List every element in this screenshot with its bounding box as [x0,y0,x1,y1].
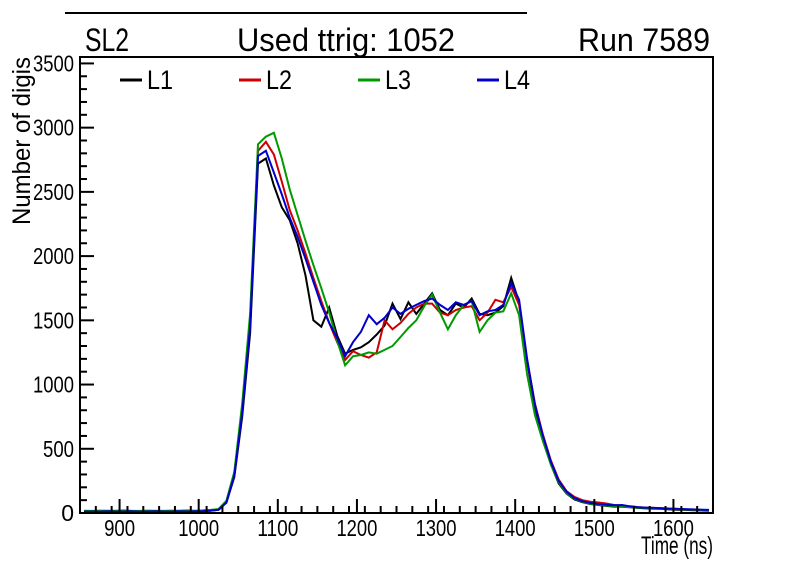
plot-frame [79,56,714,514]
series-line-L2 [83,140,710,513]
x-tick-label: 1500 [574,515,615,541]
y-tick-label: 2000 [33,243,74,269]
x-tick-label: 1300 [416,515,457,541]
y-tick-label: 500 [43,436,74,462]
legend-label-L2: L2 [266,65,292,95]
y-axis-title: Number of digis [8,57,36,225]
x-axis-title: Time (ns) [641,532,713,560]
pad-title-left: SL2 [85,22,129,58]
legend: L1 L2 L3 L4 [120,65,530,95]
y-tick-label: 2500 [33,179,74,205]
series-line-L3 [83,131,710,512]
legend-label-L1: L1 [147,65,173,95]
x-tick-label: 1600 [653,515,694,541]
x-tick-label: 1200 [336,515,377,541]
y-tick-label: 3500 [33,50,74,76]
y-tick-label: 0 [61,500,74,526]
y-tick-label: 1500 [33,307,74,333]
legend-item-L4: L4 [477,65,530,95]
legend-label-L4: L4 [504,65,530,95]
series-line-L4 [83,149,710,513]
x-tick-label: 1400 [495,515,536,541]
series-lines [83,131,710,513]
x-tick-label: 1100 [257,515,298,541]
pad-title-center: Used ttrig: 1052 [237,22,455,58]
x-tick-label: 900 [104,515,135,541]
legend-label-L3: L3 [385,65,411,95]
x-tick-label: 1000 [178,515,219,541]
y-tick-label: 1000 [33,372,74,398]
series-line-L1 [83,156,710,513]
legend-item-L1: L1 [120,65,173,95]
pad-title-right: Run 7589 [578,22,710,58]
legend-item-L3: L3 [358,65,411,95]
y-tick-label: 3000 [33,115,74,141]
legend-item-L2: L2 [239,65,292,95]
axes: 900 1000 1100 1200 1300 1400 1500 1600 0 500 1000 1… [33,50,699,541]
